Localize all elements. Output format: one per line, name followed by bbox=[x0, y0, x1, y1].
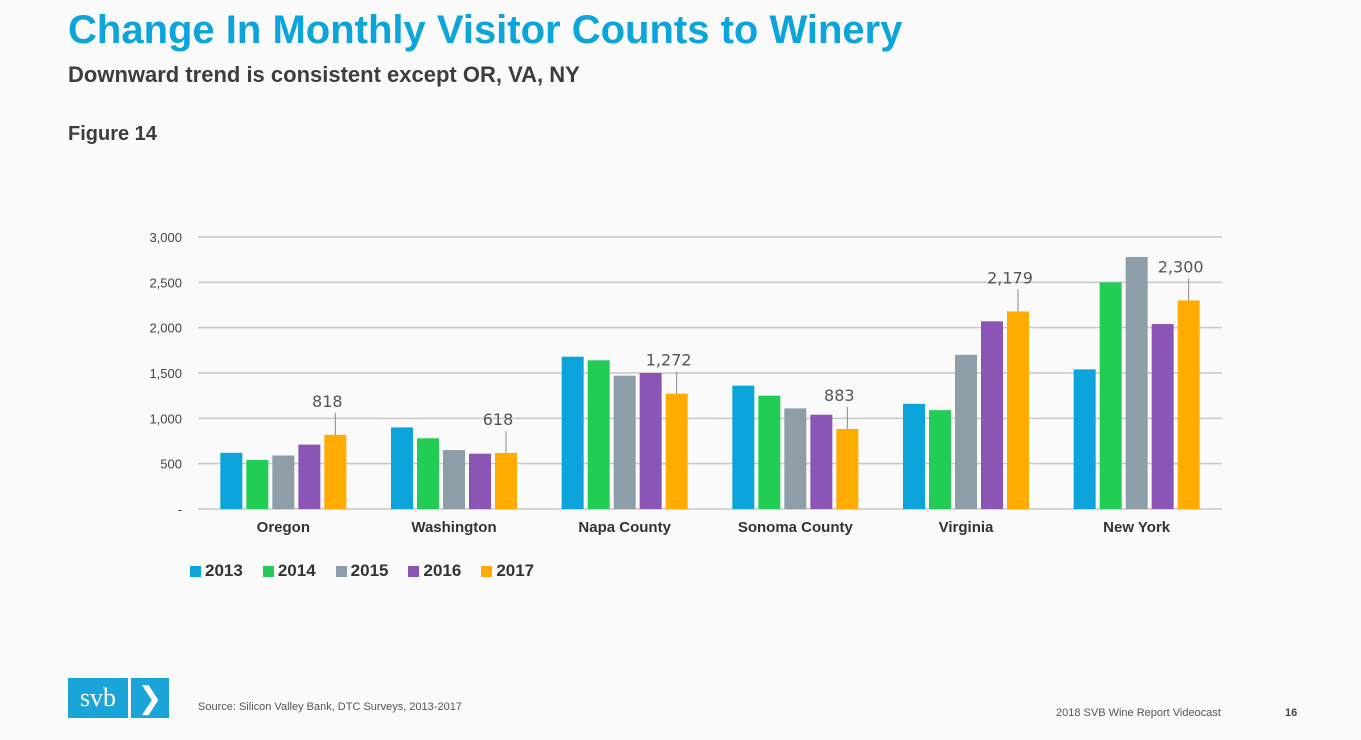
data-label: 818 bbox=[312, 392, 343, 411]
source-note: Source: Silicon Valley Bank, DTC Surveys… bbox=[198, 701, 462, 713]
data-label: 2,300 bbox=[1158, 257, 1204, 276]
bar-2017 bbox=[1177, 300, 1200, 509]
y-tick-label: 2,000 bbox=[149, 321, 182, 336]
page-number: 16 bbox=[1285, 707, 1298, 719]
legend-item-2014: 2014 bbox=[262, 561, 316, 581]
bar-2013 bbox=[732, 385, 755, 509]
bar-2016 bbox=[1151, 324, 1174, 509]
bar-2014 bbox=[929, 410, 951, 509]
bar-2014 bbox=[1099, 282, 1122, 509]
bar-2015 bbox=[784, 408, 807, 509]
bar-2017 bbox=[1007, 311, 1029, 509]
bar-2016 bbox=[469, 453, 491, 509]
x-tick-label: Virginia bbox=[939, 519, 994, 536]
bar-2015 bbox=[613, 375, 636, 509]
bar-2015 bbox=[1125, 256, 1148, 509]
bar-2014 bbox=[758, 395, 781, 509]
y-tick-label: 1,000 bbox=[149, 411, 182, 426]
legend-item-2017: 2017 bbox=[481, 561, 534, 581]
bar-2017 bbox=[836, 428, 859, 509]
data-label: 618 bbox=[483, 410, 514, 429]
legend-label: 2013 bbox=[205, 561, 243, 580]
y-tick-label: 2,500 bbox=[149, 275, 182, 290]
x-tick-label: Washington bbox=[411, 519, 496, 536]
legend-label: 2016 bbox=[423, 561, 462, 580]
x-tick-label: Oregon bbox=[257, 519, 310, 536]
figure-label: Figure 14 bbox=[68, 123, 157, 145]
chart-legend: 2013 2014 2015 2016 2017 bbox=[190, 561, 534, 581]
bar-2013 bbox=[1073, 369, 1096, 509]
x-tick-label: New York bbox=[1103, 519, 1171, 536]
x-tick-label: Napa County bbox=[578, 519, 671, 536]
bar-2014 bbox=[246, 460, 269, 509]
legend-swatch bbox=[408, 565, 420, 577]
bar-2016 bbox=[639, 373, 662, 509]
bar-2013 bbox=[391, 427, 413, 509]
bar-2017 bbox=[665, 393, 688, 509]
legend-label: 2017 bbox=[496, 561, 535, 580]
legend-item-2013: 2013 bbox=[190, 561, 243, 581]
chevron-right-icon: ❯ bbox=[131, 678, 169, 718]
data-label: 883 bbox=[824, 386, 855, 405]
bar-2017 bbox=[324, 434, 347, 509]
legend-swatch bbox=[335, 565, 347, 577]
bar-2015 bbox=[443, 450, 465, 509]
bar-2016 bbox=[298, 444, 321, 509]
bar-2014 bbox=[587, 360, 610, 509]
logo-text: svb bbox=[68, 678, 128, 718]
bar-2016 bbox=[981, 321, 1003, 509]
legend-swatch bbox=[481, 565, 493, 577]
bar-chart: - 500 1,000 1,500 2,000 2,500 3,000 Oregon Washi… bbox=[149, 230, 1222, 536]
legend-label: 2014 bbox=[277, 561, 316, 580]
bar-2014 bbox=[417, 438, 439, 509]
svb-logo: svb ❯ bbox=[68, 678, 169, 718]
bar-2013 bbox=[220, 452, 243, 509]
legend-label: 2015 bbox=[350, 561, 389, 580]
bar-2017 bbox=[495, 452, 517, 509]
bar-2015 bbox=[955, 354, 977, 509]
legend-item-2016: 2016 bbox=[408, 561, 461, 581]
bar-2016 bbox=[810, 414, 833, 509]
page-title: Change In Monthly Visitor Counts to Wine… bbox=[68, 8, 903, 52]
legend-item-2015: 2015 bbox=[335, 561, 389, 581]
bar-2013 bbox=[903, 403, 925, 509]
report-title: 2018 SVB Wine Report Videocast bbox=[1056, 707, 1221, 719]
y-tick-label: 500 bbox=[160, 457, 182, 472]
legend-swatch bbox=[262, 565, 274, 577]
y-tick-label: 1,500 bbox=[149, 366, 182, 381]
data-label: 1,272 bbox=[646, 351, 692, 370]
y-tick-label: - bbox=[178, 502, 182, 517]
x-tick-label: Sonoma County bbox=[738, 519, 854, 536]
legend-swatch bbox=[190, 565, 201, 577]
data-label: 2,179 bbox=[987, 268, 1033, 287]
page-subtitle: Downward trend is consistent except OR, … bbox=[68, 62, 580, 87]
y-tick-label: 3,000 bbox=[149, 230, 182, 245]
bar-2015 bbox=[272, 455, 295, 509]
bar-2013 bbox=[561, 356, 584, 509]
